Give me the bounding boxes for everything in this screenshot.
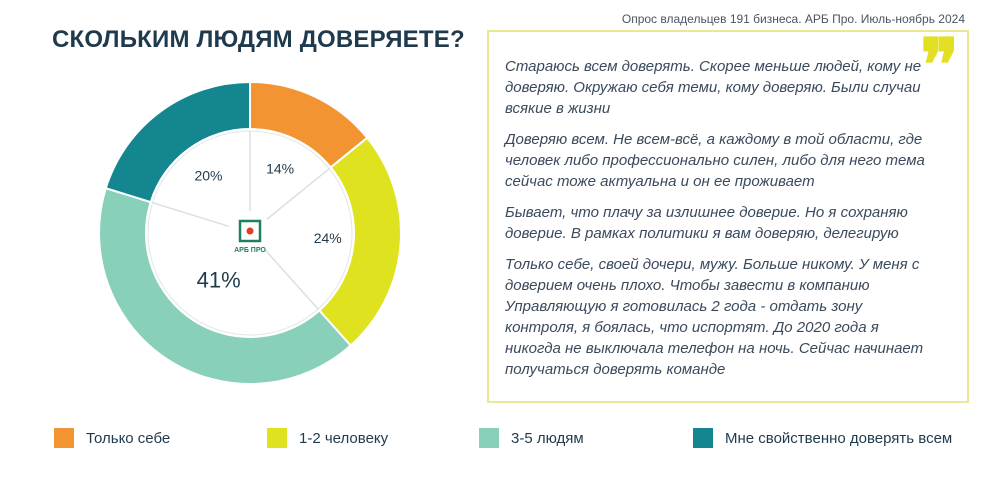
- legend-label: Только себе: [86, 429, 171, 447]
- legend-swatch: [479, 428, 499, 448]
- legend-label: 1-2 человеку: [299, 429, 389, 447]
- donut-slice: [104, 80, 251, 204]
- chart-legend: Только себе 1-2 человеку 3-5 людям Мне с…: [0, 428, 1005, 450]
- slice-label: 24%: [314, 230, 342, 246]
- source-note: Опрос владельцев 191 бизнеса. АРБ Про. И…: [621, 12, 965, 26]
- legend-item-1-2: 1-2 человеку: [267, 428, 388, 448]
- legend-swatch: [54, 428, 74, 448]
- legend-label: Мне свойственно доверять всем: [725, 429, 953, 447]
- page-title: СКОЛЬКИМ ЛЮДЯМ ДОВЕРЯЕТЕ?: [52, 26, 465, 53]
- legend-item-3-5: 3-5 людям: [479, 428, 584, 448]
- donut-slice: [98, 186, 353, 385]
- logo-dot-icon: [246, 227, 254, 235]
- legend-swatch: [267, 428, 287, 448]
- slice-divider: [152, 201, 230, 228]
- slice-divider: [266, 168, 330, 220]
- legend-swatch: [693, 428, 713, 448]
- slice-label: 20%: [194, 167, 222, 183]
- legend-item-only-self: Только себе: [54, 428, 170, 448]
- donut-chart: 14% 24% 41% 20% АРБ ПРО: [98, 80, 402, 385]
- quote-box: ❞ Стараюсь всем доверять. Скорее меньше …: [487, 30, 969, 403]
- slice-divider: [264, 248, 319, 310]
- legend-item-trust-all: Мне свойственно доверять всем: [693, 428, 952, 448]
- legend-label: 3-5 людям: [511, 429, 584, 447]
- quote-1: Стараюсь всем доверять. Скорее меньше лю…: [505, 58, 922, 117]
- quote-marks-icon: ❞: [920, 26, 959, 106]
- quote-4: Только себе, своей дочери, мужу. Больше …: [505, 256, 924, 378]
- slice-label: 41%: [197, 268, 241, 293]
- slice-label: 14%: [266, 160, 294, 176]
- logo-text: АРБ ПРО: [234, 247, 266, 254]
- quote-2: Доверяю всем. Не всем-всё, а каждому в т…: [505, 131, 925, 190]
- quote-3: Бывает, что плачу за излишнее доверие. Н…: [505, 204, 908, 242]
